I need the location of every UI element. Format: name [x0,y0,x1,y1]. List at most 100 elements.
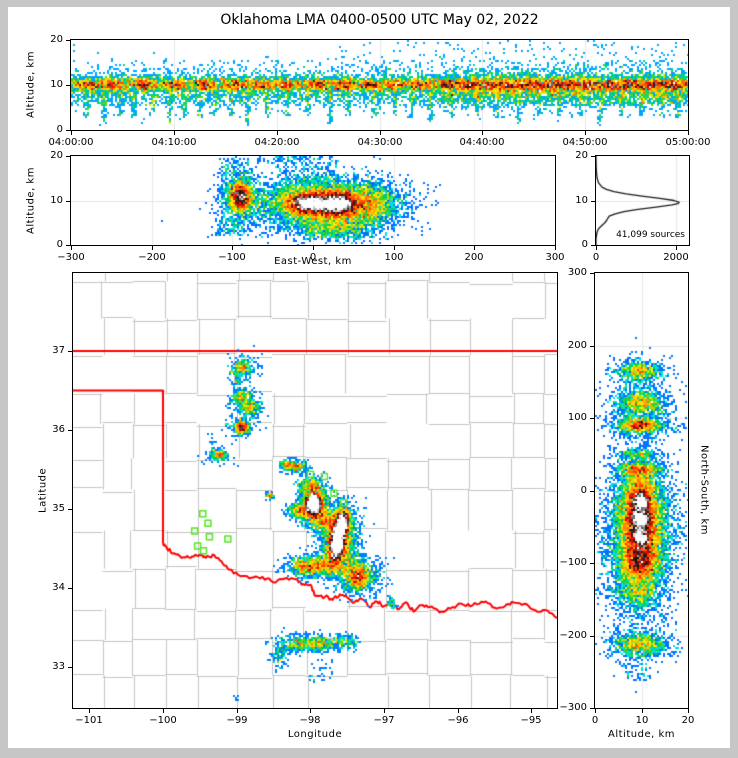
tick-label: 20 [50,150,63,161]
tick-label: −100 [559,557,587,568]
tick-label: −100 [218,252,246,263]
tick-label: −99 [226,715,248,726]
tick-label: 10 [50,195,63,206]
tick-mark [458,709,459,713]
tick-mark [163,709,164,713]
tick-mark [384,709,385,713]
tick-mark [89,709,90,713]
tick-mark [380,131,381,135]
ew-height-panel [70,155,556,246]
tick-label: 33 [52,661,65,672]
tick-label: 0 [309,252,317,263]
tick-label: −101 [75,715,103,726]
time-height-canvas [71,40,688,130]
map-ylabel: Latitude [37,467,49,514]
tick-mark [310,709,311,713]
tick-mark [591,201,595,202]
tick-mark [66,201,70,202]
tick-mark [482,131,483,135]
tick-mark [585,131,586,135]
tick-label: 0 [591,715,599,726]
tick-label: 34 [52,582,65,593]
tick-mark [313,246,314,250]
tick-label: −300 [559,702,587,713]
figure-title: Oklahoma LMA 0400-0500 UTC May 02, 2022 [220,12,539,28]
tick-mark [688,709,689,713]
tick-mark [596,246,597,250]
tick-mark [590,418,594,419]
tick-label: 20 [681,715,695,726]
tick-mark [277,131,278,135]
tick-label: 0 [592,252,600,263]
tick-label: −200 [138,252,166,263]
tick-mark [68,430,72,431]
tick-mark [590,491,594,492]
tick-label: −96 [447,715,469,726]
tick-mark [71,131,72,135]
tick-mark [232,246,233,250]
tick-label: 04:00:00 [48,137,94,148]
tick-mark [642,709,643,713]
tick-mark [68,351,72,352]
tick-mark [68,667,72,668]
tick-mark [66,245,70,246]
tick-mark [590,708,594,709]
source-count-annotation: 41,099 sources [616,230,685,240]
tick-label: 300 [567,267,587,278]
tick-label: 0 [580,485,587,496]
altitude-histogram-canvas [596,156,689,245]
tick-label: 200 [464,252,484,263]
tick-mark [591,156,595,157]
tick-mark [474,246,475,250]
tick-mark [555,246,556,250]
tick-mark [66,130,70,131]
tick-label: 35 [52,503,65,514]
plan-view-map-canvas [73,273,557,708]
tick-label: −98 [299,715,321,726]
tick-label: 10 [575,195,588,206]
tick-mark [590,346,594,347]
tick-label: 10 [50,79,63,90]
tick-label: 04:20:00 [254,137,300,148]
tick-label: 10 [635,715,649,726]
map-xlabel: Longitude [287,729,343,740]
tick-label: 05:00:00 [665,137,711,148]
ns-height-panel [594,272,689,709]
tick-label: 0 [56,239,63,250]
tick-label: 04:40:00 [459,137,505,148]
tick-mark [688,131,689,135]
time-height-panel [70,39,689,131]
tick-mark [590,563,594,564]
tick-mark [66,85,70,86]
tick-mark [590,273,594,274]
tick-mark [531,709,532,713]
tick-label: 2000 [663,252,689,263]
tick-label: 37 [52,345,65,356]
ns-height-canvas [595,273,688,708]
plan-view-map-panel [72,272,558,709]
tick-label: 04:10:00 [151,137,197,148]
tick-mark [595,709,596,713]
tick-mark [66,40,70,41]
tick-label: −200 [559,630,587,641]
tick-label: −100 [149,715,177,726]
ew-height-canvas [71,156,555,245]
tick-label: 0 [56,124,63,135]
tick-label: 200 [567,340,587,351]
tick-label: 20 [50,34,63,45]
tick-label: 100 [384,252,404,263]
tick-label: 0 [581,239,588,250]
tick-label: −95 [520,715,542,726]
ns-height-ylabel: North-South, km [698,445,710,536]
altitude-histogram-panel [595,155,690,246]
tick-label: 300 [545,252,565,263]
tick-mark [68,509,72,510]
tick-mark [676,246,677,250]
tick-mark [71,246,72,250]
tick-mark [394,246,395,250]
tick-label: 36 [52,424,65,435]
tick-mark [174,131,175,135]
ns-height-xlabel: Altitude, km [608,729,675,740]
ew-height-xlabel: East-West, km [274,256,352,267]
